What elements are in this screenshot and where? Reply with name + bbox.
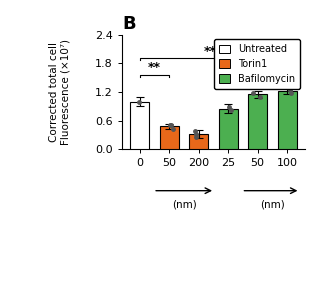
Bar	[277, 91, 297, 149]
Text: (nm): (nm)	[260, 200, 285, 210]
Bar	[219, 109, 238, 149]
Text: **: **	[148, 61, 161, 74]
Bar	[160, 126, 179, 149]
Bar	[248, 94, 267, 149]
Legend: Untreated, Torin1, Bafilomycin: Untreated, Torin1, Bafilomycin	[214, 39, 300, 89]
Bar	[189, 134, 208, 149]
Text: ***: ***	[204, 44, 223, 58]
Text: B: B	[122, 15, 136, 33]
Bar	[130, 101, 149, 149]
Text: (nm): (nm)	[172, 200, 196, 210]
Y-axis label: Corrected total cell
Fluorescence (×10⁷): Corrected total cell Fluorescence (×10⁷)	[49, 39, 71, 145]
